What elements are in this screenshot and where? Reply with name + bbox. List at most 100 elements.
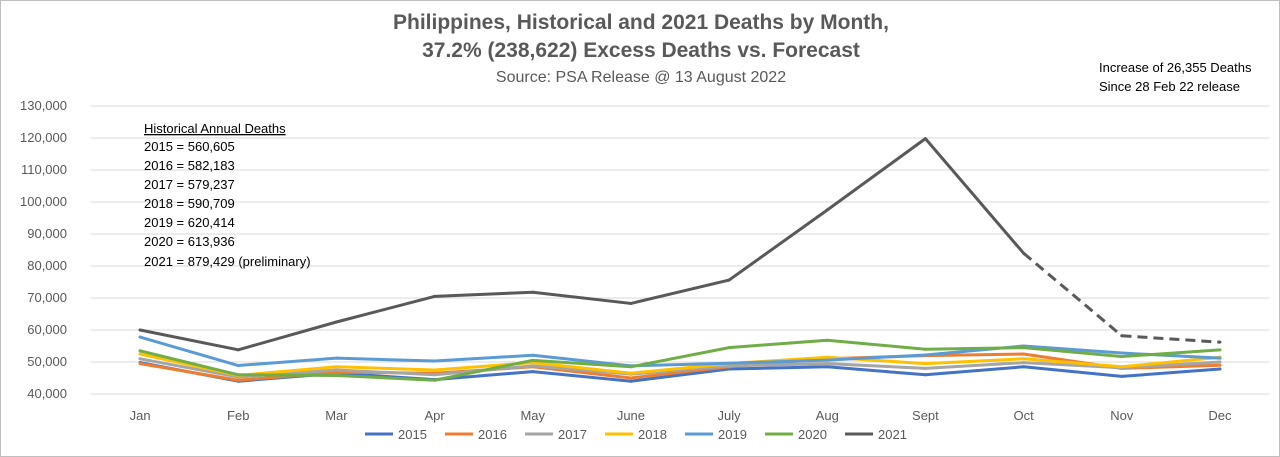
data-point-2017-Oct (1022, 361, 1026, 365)
historical-line-2015: 2015 = 560,605 (144, 139, 235, 154)
x-tick-label: June (617, 408, 645, 423)
x-tick-label: Feb (227, 408, 249, 423)
legend: 2015 2016 2017 2018 2019 2020 2021 (365, 427, 907, 442)
data-point-2019-Nov (1120, 351, 1124, 355)
legend-item-2021: 2021 (845, 427, 907, 442)
legend-item-2016: 2016 (445, 427, 507, 442)
data-point-2019-Aug (825, 358, 829, 362)
y-tick-label: 130,000 (20, 98, 67, 113)
data-point-2018-Sept (923, 362, 927, 366)
legend-item-2019: 2019 (685, 427, 747, 442)
series-line-2021 (138, 137, 1026, 352)
data-point-2017-Dec (1218, 360, 1222, 364)
series-line-2020 (138, 338, 1222, 382)
data-point-2021-Sept (923, 137, 927, 141)
x-tick-label: Sept (912, 408, 939, 423)
legend-label: 2018 (638, 427, 667, 442)
legend-label: 2017 (558, 427, 587, 442)
data-point-2021-Jan (138, 328, 142, 332)
data-point-2019-Sept (923, 353, 927, 357)
series-line-2016 (138, 352, 1222, 382)
data-point-2019-Jan (138, 335, 142, 339)
data-point-2017-Jan (138, 357, 142, 361)
data-point-2020-May (531, 358, 535, 362)
data-point-2021-Mar (334, 320, 338, 324)
data-point-2018-June (629, 371, 633, 375)
historical-line-2016: 2016 = 582,183 (144, 158, 235, 173)
data-point-2021-Dec (1218, 340, 1222, 344)
data-point-2021-Oct (1022, 251, 1026, 255)
y-tick-label: 50,000 (27, 354, 67, 369)
legend-item-2017: 2017 (525, 427, 587, 442)
historical-line-2017: 2017 = 579,237 (144, 177, 235, 192)
data-point-2020-Dec (1218, 348, 1222, 352)
y-tick-label: 60,000 (27, 322, 67, 337)
data-point-2020-Sept (923, 347, 927, 351)
data-point-2021-Aug (825, 208, 829, 212)
historical-line-2021: 2021 = 879,429 (preliminary) (144, 254, 311, 269)
data-point-2016-Oct (1022, 352, 1026, 356)
legend-label: 2019 (718, 427, 747, 442)
y-tick-label: 80,000 (27, 258, 67, 273)
legend-item-2020: 2020 (765, 427, 827, 442)
x-tick-label: Mar (325, 408, 348, 423)
data-point-2020-Jan (138, 349, 142, 353)
historical-line-2020: 2020 = 613,936 (144, 234, 235, 249)
data-point-2015-May (531, 370, 535, 374)
data-point-2018-Mar (334, 365, 338, 369)
historical-line-2019: 2019 = 620,414 (144, 215, 235, 230)
data-point-2021-Nov (1120, 334, 1124, 338)
data-point-2018-Apr (433, 368, 437, 372)
data-point-2020-Mar (334, 373, 338, 377)
data-point-2020-Apr (433, 378, 437, 382)
data-point-2018-Aug (825, 355, 829, 359)
data-point-2015-Aug (825, 365, 829, 369)
chart-subtitle: Source: PSA Release @ 13 August 2022 (496, 69, 786, 86)
legend-label: 2015 (398, 427, 427, 442)
series-2021 (138, 137, 1222, 352)
x-tick-label: May (520, 408, 545, 423)
x-tick-label: Dec (1208, 408, 1232, 423)
data-point-2019-May (531, 353, 535, 357)
data-point-2017-May (531, 364, 535, 368)
series-lines (138, 137, 1222, 383)
series-2020 (138, 338, 1222, 382)
y-tick-label: 110,000 (21, 162, 67, 177)
increase-line-2: Since 28 Feb 22 release (1099, 79, 1240, 94)
data-point-2019-Dec (1218, 356, 1222, 360)
y-axis-ticks: 40,000 50,000 60,000 70,000 80,000 90,000 100,… (20, 98, 67, 401)
data-point-2015-Sept (923, 373, 927, 377)
x-axis-ticks: Jan Feb Mar Apr May June July Aug Sept Oct Nov Dec (130, 408, 1232, 423)
data-point-2017-Aug (825, 362, 829, 366)
data-point-2018-Nov (1120, 365, 1124, 369)
data-point-2019-Apr (433, 359, 437, 363)
data-point-2020-Aug (825, 338, 829, 342)
data-point-2015-Oct (1022, 365, 1026, 369)
series-line-2018 (138, 352, 1222, 377)
data-point-2020-June (629, 365, 633, 369)
data-point-2021-May (531, 290, 535, 294)
historical-heading: Historical Annual Deaths (144, 121, 286, 136)
data-point-2017-Sept (923, 366, 927, 370)
data-point-2021-July (727, 278, 731, 282)
data-point-2016-June (629, 376, 633, 380)
data-point-2020-Feb (236, 373, 240, 377)
data-point-2018-Oct (1022, 357, 1026, 361)
x-tick-label: Jan (130, 408, 151, 423)
data-point-2017-Apr (433, 373, 437, 377)
data-point-2020-Oct (1022, 346, 1026, 350)
data-point-2019-Feb (236, 364, 240, 368)
chart-title-line-2: 37.2% (238,622) Excess Deaths vs. Foreca… (422, 39, 860, 62)
x-tick-label: July (718, 408, 742, 423)
legend-item-2018: 2018 (605, 427, 667, 442)
chart-title-line-1: Philippines, Historical and 2021 Deaths … (393, 11, 889, 34)
data-point-2016-Dec (1218, 363, 1222, 367)
series-line-2017 (138, 357, 1222, 379)
y-tick-label: 40,000 (27, 386, 67, 401)
x-tick-label: Oct (1013, 408, 1034, 423)
y-tick-label: 70,000 (27, 290, 67, 305)
increase-annotation: Increase of 26,355 Deaths Since 28 Feb 2… (1099, 60, 1252, 94)
x-tick-label: Apr (424, 408, 445, 423)
